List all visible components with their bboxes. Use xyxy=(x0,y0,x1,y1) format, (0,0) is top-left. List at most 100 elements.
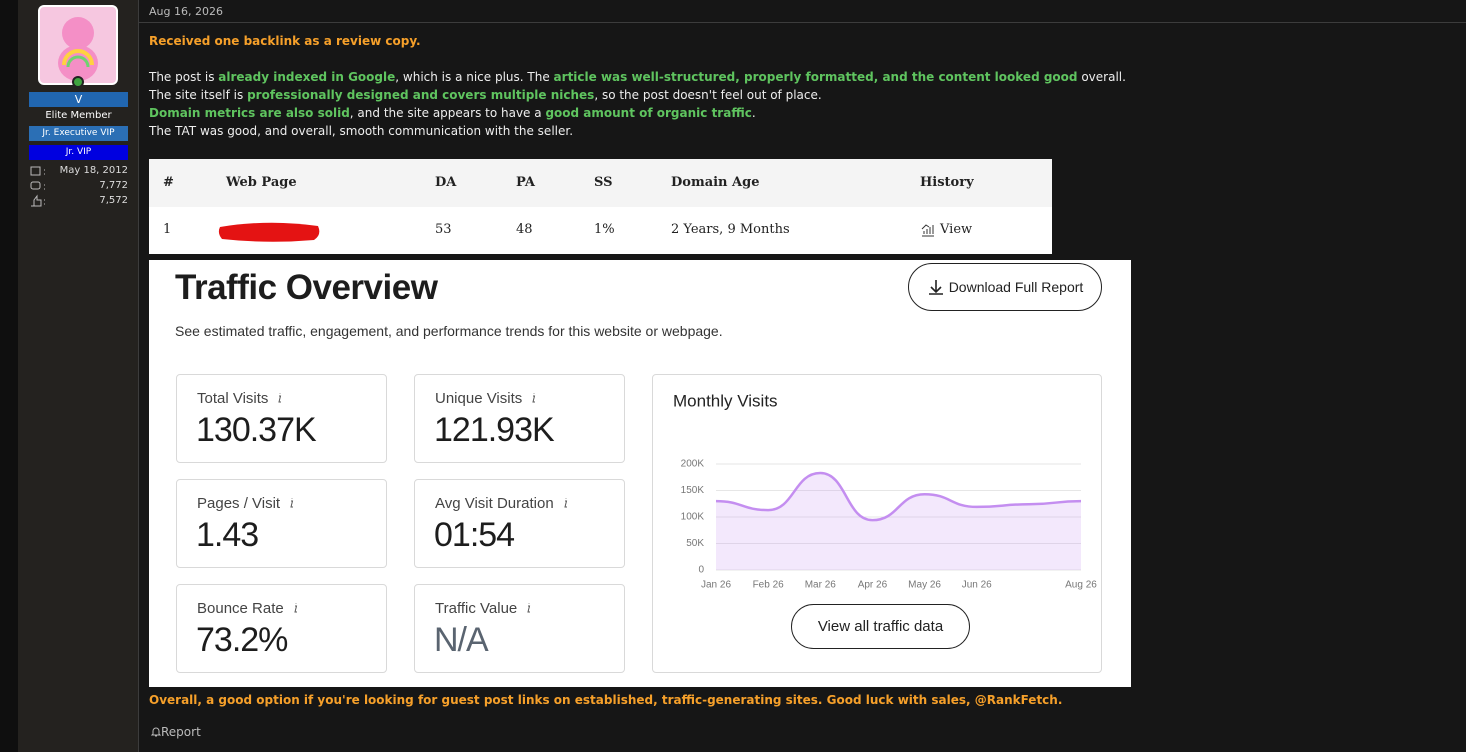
text: , which is a nice plus. The xyxy=(395,70,554,84)
download-button[interactable]: Download Full Report xyxy=(908,263,1102,311)
user-title: Elite Member xyxy=(45,110,112,121)
cell: 1% xyxy=(594,222,615,237)
info-glyph xyxy=(564,498,567,508)
metric-label: Pages / Visit xyxy=(197,495,296,512)
line xyxy=(715,471,1082,522)
body-line: Domain metrics are also solid, and the s… xyxy=(149,106,756,120)
text: . xyxy=(751,106,756,120)
divider xyxy=(138,22,1466,23)
column-header: Web Page xyxy=(226,175,297,190)
metric-label: Unique Visits xyxy=(435,390,538,407)
x-tick-label: Feb 26 xyxy=(753,580,785,591)
y-tick-label: 200K xyxy=(681,459,705,470)
y-tick-label: 100K xyxy=(681,512,705,523)
report-link[interactable]: Report xyxy=(150,725,201,739)
column-header: PA xyxy=(516,175,535,190)
x-tick-label: Apr 26 xyxy=(858,580,888,591)
metric-value: 1.43 xyxy=(196,516,259,554)
history-icon xyxy=(921,224,934,237)
view-all-button[interactable]: View all traffic data xyxy=(791,604,970,649)
avatar-art xyxy=(58,17,98,81)
info-glyph xyxy=(294,603,297,613)
metric-card: Bounce Rate 73.2% xyxy=(176,584,387,673)
traffic-subtitle: See estimated traffic, engagement, and p… xyxy=(175,323,723,339)
text: The TAT was good, and overall, smooth co… xyxy=(149,124,574,138)
traffic-panel: Traffic Overview See estimated traffic, … xyxy=(149,260,1131,687)
redaction xyxy=(218,222,320,242)
area xyxy=(716,473,1081,570)
info-glyph xyxy=(290,498,294,508)
avatar xyxy=(38,5,118,85)
metric-label: Total Visits xyxy=(197,390,284,407)
info-glyph xyxy=(278,393,282,403)
metric-card: Pages / Visit 1.43 xyxy=(176,479,387,568)
badge: Jr. VIP xyxy=(29,145,128,160)
metric-label: Bounce Rate xyxy=(197,600,300,617)
post-date: Aug 16, 2026 xyxy=(149,5,223,18)
table-header xyxy=(149,159,1052,207)
reactions: 7,572 xyxy=(99,195,128,206)
info-icon xyxy=(290,498,294,508)
highlight: professionally designed and covers multi… xyxy=(247,88,595,102)
info-icon xyxy=(532,393,536,403)
info-glyph xyxy=(532,393,536,403)
metric-card: Avg Visit Duration 01:54 xyxy=(414,479,625,568)
y-tick-label: 0 xyxy=(698,565,704,576)
x-tick-label: May 26 xyxy=(908,580,941,591)
text: The site itself is xyxy=(149,88,248,102)
chart: Monthly Visits 0 50K 100K 150K 200K Jan 26 Feb… xyxy=(673,391,1097,591)
highlight: article was well-structured, properly fo… xyxy=(553,70,1078,84)
metric-value: N/A xyxy=(434,621,489,659)
report-label[interactable]: Report xyxy=(161,725,201,739)
cell: View xyxy=(940,222,973,237)
stat-icons xyxy=(30,166,45,207)
joined: May 18, 2012 xyxy=(59,165,128,176)
info-icon xyxy=(278,393,282,403)
cell: 1 xyxy=(163,222,172,237)
metric-value: 121.93K xyxy=(434,411,555,449)
metric-card: Total Visits 130.37K xyxy=(176,374,387,463)
metric-value: 73.2% xyxy=(196,621,288,659)
cell: 2 Years, 9 Months xyxy=(671,222,790,237)
online-dot xyxy=(72,76,84,88)
download-label[interactable]: Download Full Report xyxy=(948,279,1084,295)
metric-card: Traffic Value N/A xyxy=(414,584,625,673)
column-header: # xyxy=(163,175,174,190)
traffic-title: Traffic Overview xyxy=(175,268,438,307)
text: The post is xyxy=(149,70,219,84)
text: , and the site appears to have a xyxy=(349,106,546,120)
y-tick-label: 150K xyxy=(681,485,705,496)
info-icon xyxy=(564,498,567,508)
y-tick-label: 50K xyxy=(686,538,704,549)
edge xyxy=(0,0,18,752)
body-line: The TAT was good, and overall, smooth co… xyxy=(149,124,573,138)
metric-card: Unique Visits 121.93K xyxy=(414,374,625,463)
divider xyxy=(138,0,139,752)
chart-title: Monthly Visits xyxy=(673,391,778,410)
x-tick-label: Mar 26 xyxy=(805,580,837,591)
closing: Overall, a good option if you're looking… xyxy=(149,693,1063,707)
x-tick-label: Jan 26 xyxy=(701,580,731,591)
column-header: DA xyxy=(435,175,457,190)
username[interactable]: V xyxy=(29,92,128,107)
chart-card: Monthly Visits 0 50K 100K 150K 200K Jan 26 Feb… xyxy=(652,374,1102,673)
metric-label: Avg Visit Duration xyxy=(435,495,570,512)
text: , so the post doesn't feel out of place. xyxy=(594,88,822,102)
metric-value: 130.37K xyxy=(196,411,317,449)
intro: Received one backlink as a review copy. xyxy=(149,34,421,48)
info-icon xyxy=(527,603,531,613)
highlight: good amount of organic traffic xyxy=(545,106,752,120)
metric-value: 01:54 xyxy=(434,516,515,554)
highlight: Domain metrics are also solid xyxy=(149,106,350,120)
text: overall. xyxy=(1077,70,1126,84)
highlight: already indexed in Google xyxy=(218,70,396,84)
x-tick-label: Aug 26 xyxy=(1065,580,1097,591)
column-header: History xyxy=(920,175,974,190)
metrics-table: # Web Page DA PA SS Domain Age History 1 53 48 1% 2… xyxy=(149,159,1052,254)
cell: 53 xyxy=(435,222,452,237)
column-header: SS xyxy=(594,175,613,190)
badge: Jr. Executive VIP xyxy=(29,126,128,141)
column-header: Domain Age xyxy=(671,175,760,190)
x-tick-label: Jun 26 xyxy=(962,580,992,591)
metric-label: Traffic Value xyxy=(435,600,533,617)
